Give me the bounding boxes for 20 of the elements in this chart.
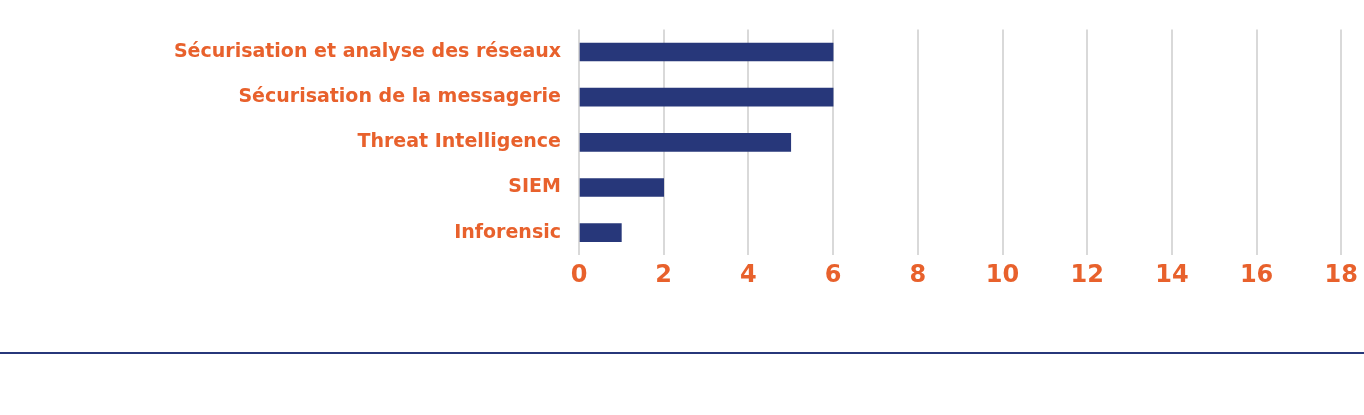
y-tick-label: SIEM — [508, 174, 561, 197]
x-tick-label: 4 — [740, 259, 757, 288]
bar — [579, 87, 834, 107]
y-tick-label: Inforensic — [454, 219, 561, 242]
x-tick-label: 6 — [824, 259, 842, 288]
bar — [579, 132, 792, 152]
x-tick-label: 8 — [909, 259, 927, 288]
x-tick-label: 10 — [985, 259, 1020, 288]
x-tick-label: 14 — [1155, 259, 1189, 288]
x-tick-label: 18 — [1324, 259, 1358, 288]
x-tick-label: 12 — [1070, 259, 1104, 288]
y-tick-label: Sécurisation et analyse des réseaux — [173, 38, 561, 61]
x-tick-label: 0 — [570, 259, 588, 288]
bar — [579, 42, 834, 62]
bar — [579, 223, 622, 242]
y-tick-label: Sécurisation de la messagerie — [238, 84, 561, 107]
y-tick-label: Threat Intelligence — [357, 129, 561, 152]
x-tick-label: 2 — [655, 259, 673, 288]
x-tick-label: 16 — [1239, 259, 1274, 288]
bar — [579, 178, 665, 197]
